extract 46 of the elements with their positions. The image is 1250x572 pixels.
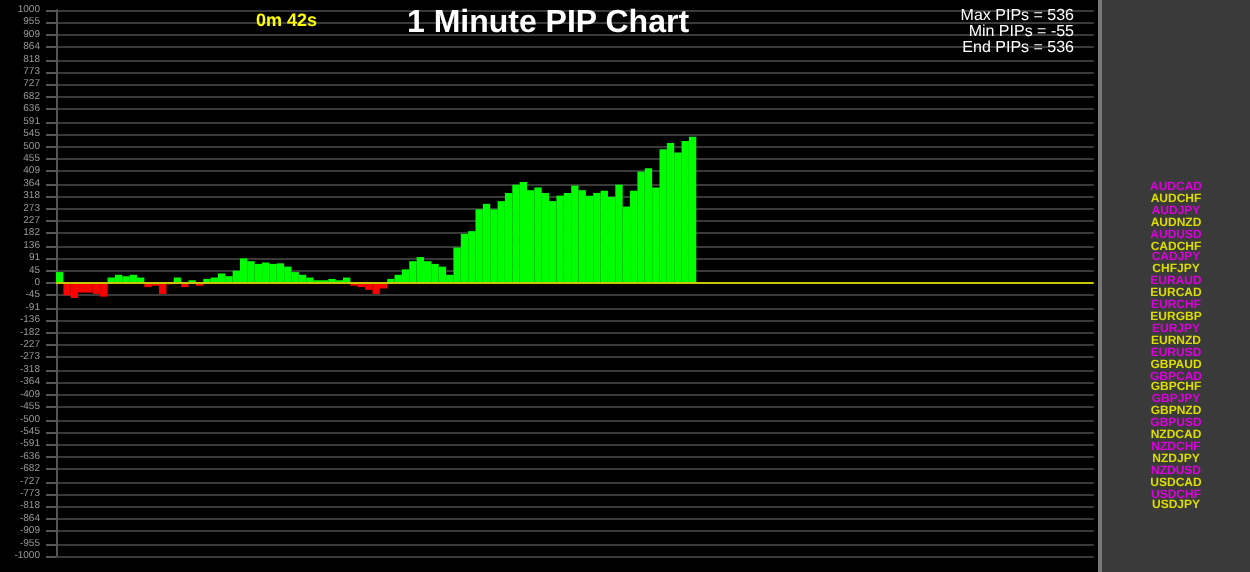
bar [423, 261, 432, 283]
bar [504, 192, 513, 283]
annotation: Max PIPs = 536 [960, 6, 1074, 24]
bar [637, 171, 645, 283]
bar [512, 184, 520, 283]
annotation: Min PIPs = -55 [966, 22, 1074, 40]
bar [615, 184, 623, 283]
bar [593, 192, 601, 283]
bar [688, 136, 697, 283]
bar [519, 181, 528, 283]
bar [269, 263, 277, 283]
bar [497, 201, 505, 283]
bar [78, 283, 86, 293]
bar [63, 283, 71, 296]
bar [409, 261, 417, 283]
bar [527, 190, 535, 283]
bar [475, 209, 483, 283]
bar [534, 187, 542, 283]
bar [284, 266, 292, 283]
bar [372, 283, 380, 294]
bar [644, 168, 653, 283]
bar [571, 185, 579, 283]
bar [549, 201, 557, 283]
bar [541, 192, 550, 283]
bar [247, 261, 255, 283]
bar [600, 190, 608, 283]
bar [659, 149, 667, 283]
bar [482, 203, 491, 283]
bar [100, 283, 108, 297]
bar [276, 263, 285, 283]
bar [578, 190, 586, 283]
bar [431, 263, 439, 283]
bar [585, 195, 594, 283]
bar [563, 192, 572, 283]
bar [460, 233, 469, 283]
annotation: End PIPs = 536 [960, 38, 1074, 56]
bar [490, 209, 498, 283]
bar [556, 195, 564, 283]
bar [416, 257, 424, 283]
bar [681, 141, 689, 283]
bar [666, 142, 675, 283]
bar [239, 258, 248, 283]
bar [401, 269, 410, 283]
bar [85, 283, 93, 293]
annotation: 0m 42s [256, 10, 318, 30]
chart-title: 1 Minute PIP Chart [406, 6, 690, 40]
